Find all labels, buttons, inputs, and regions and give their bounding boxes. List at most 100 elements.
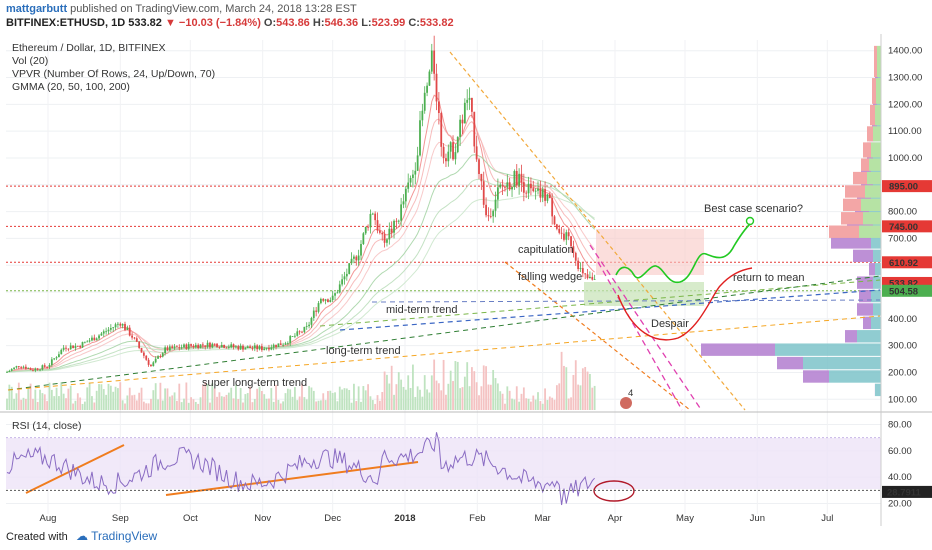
- candle-body: [209, 342, 211, 348]
- rsi-label: 28.7911: [887, 487, 922, 498]
- candle-body: [32, 369, 34, 371]
- candles: [6, 35, 596, 373]
- candle-body: [324, 299, 327, 301]
- price-tick: 800.00: [888, 207, 917, 218]
- volume-bar: [350, 402, 353, 410]
- time-tick: May: [676, 513, 694, 524]
- candle-body: [230, 344, 233, 348]
- candle-body: [152, 362, 155, 367]
- author-link[interactable]: mattgarbutt: [6, 3, 68, 15]
- volume-bar: [371, 400, 374, 410]
- volume-bar: [593, 385, 596, 410]
- gmma-legend: GMMA (20, 50, 100, 200): [12, 81, 130, 93]
- volume-bar: [171, 395, 174, 410]
- vpvr-up-bar: [775, 343, 881, 356]
- candle-body: [43, 365, 46, 367]
- candle-body: [220, 344, 223, 348]
- volume-bar: [551, 397, 554, 410]
- volume-bar: [362, 386, 365, 410]
- volume-bar: [79, 397, 82, 410]
- volume-bar: [201, 384, 204, 410]
- volume-bar: [230, 387, 233, 410]
- volume-bar: [407, 375, 410, 410]
- candle-body: [322, 298, 325, 301]
- candle-body: [67, 348, 70, 350]
- candle-body: [227, 347, 230, 349]
- volume-bar: [402, 386, 405, 410]
- candle-body: [265, 347, 268, 349]
- vpvr-up-bar: [871, 142, 881, 158]
- candle-body: [435, 73, 438, 102]
- candle-body: [492, 210, 495, 217]
- candle-body: [589, 276, 591, 279]
- volume-bar: [166, 388, 169, 410]
- vpvr-down-bar: [874, 45, 877, 78]
- volume-bar: [69, 385, 72, 410]
- candle-body: [367, 226, 369, 228]
- volume-bar: [168, 396, 171, 410]
- volume-bar: [419, 389, 421, 410]
- time-tick: Oct: [183, 513, 198, 524]
- chart-canvas[interactable]: 100.00200.00300.00400.00500.00600.00700.…: [0, 34, 932, 526]
- volume-bar: [454, 361, 457, 410]
- volume-bar: [140, 387, 143, 410]
- volume-bar: [527, 398, 530, 410]
- price-tick: 1000.00: [888, 153, 922, 164]
- candle-body: [360, 244, 362, 256]
- vpvr-down-bar: [803, 370, 829, 383]
- candle-body: [445, 158, 447, 162]
- candle-body: [551, 198, 554, 217]
- candle-body: [291, 336, 294, 337]
- annotation-label: Despair: [651, 318, 689, 330]
- annotation-label: long-term trend: [326, 345, 401, 357]
- candle-body: [537, 188, 539, 191]
- volume-bar: [109, 385, 112, 410]
- candle-body: [357, 255, 360, 261]
- tradingview-logo[interactable]: ☁ TradingView: [76, 529, 157, 543]
- publish-info: published on TradingView.com, March 24, …: [70, 3, 357, 15]
- rsi-line: [6, 432, 595, 506]
- volume-bar: [565, 367, 568, 410]
- volume-bar: [286, 388, 289, 410]
- vol-legend: Vol (20): [12, 55, 48, 67]
- volume-bar: [494, 378, 497, 410]
- volume-bar: [591, 387, 594, 410]
- candle-body: [461, 119, 464, 124]
- support-zone: [584, 282, 704, 306]
- candle-body: [579, 268, 582, 270]
- candle-body: [258, 346, 261, 350]
- vpvr-down-bar: [859, 289, 871, 303]
- candle-body: [327, 299, 329, 303]
- volume-bar: [284, 393, 287, 410]
- volume-bar: [504, 403, 506, 410]
- volume-bar: [390, 365, 393, 410]
- volume-bar: [511, 398, 513, 410]
- candle-body: [185, 344, 188, 349]
- volume-bar: [88, 383, 91, 410]
- volume-bar: [393, 394, 395, 410]
- candle-body: [76, 345, 79, 347]
- volume-bar: [48, 382, 51, 410]
- candle-body: [329, 300, 332, 303]
- volume-bar: [86, 387, 89, 410]
- volume-bar: [159, 382, 162, 410]
- volume-bar: [256, 388, 259, 410]
- candle-body: [520, 173, 523, 183]
- volume-bar: [65, 398, 67, 410]
- candle-body: [34, 368, 37, 371]
- vpvr-up-bar: [871, 289, 881, 303]
- price-label: 895.00: [889, 182, 918, 193]
- annotations: Best case scenario? capitulation falling w…: [202, 203, 805, 409]
- candle-body: [145, 355, 148, 360]
- candle-body: [286, 343, 289, 344]
- candle-body: [563, 233, 565, 240]
- candle-body: [270, 347, 273, 350]
- candle-body: [105, 331, 108, 333]
- candle-body: [164, 347, 167, 354]
- change-value: ▼ −10.03 (−1.84%): [164, 17, 261, 29]
- annotation-label: super long-term trend: [202, 377, 307, 389]
- candle-body: [180, 347, 183, 349]
- candle-body: [119, 323, 122, 326]
- candle-body: [154, 358, 157, 363]
- candle-body: [350, 258, 353, 264]
